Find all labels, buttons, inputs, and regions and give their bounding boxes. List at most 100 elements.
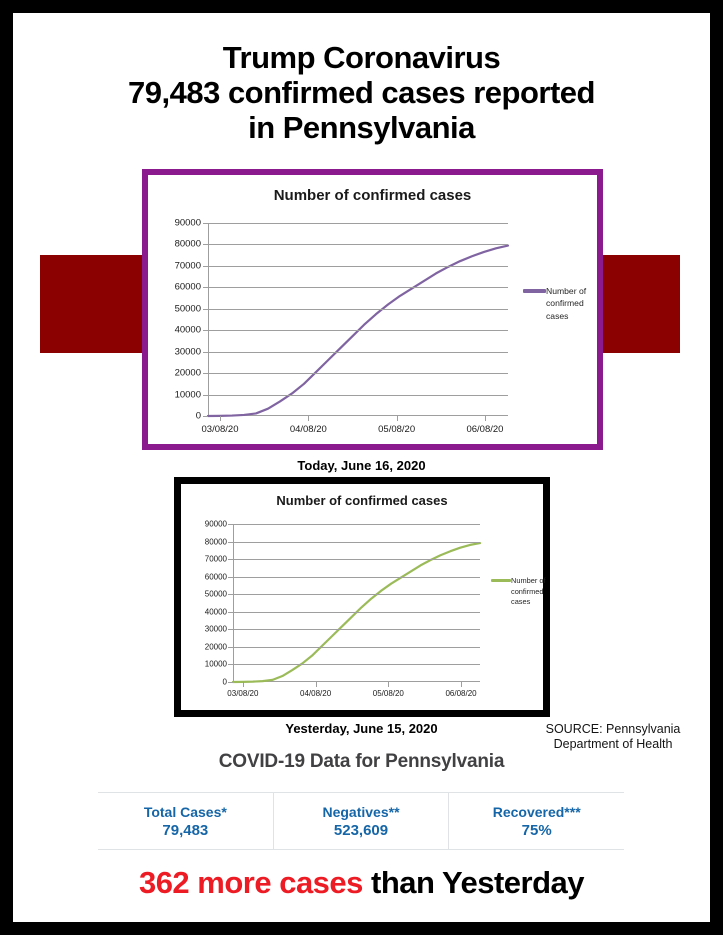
y-tick xyxy=(203,416,208,417)
yesterday-chart-legend: Number of confirmed cases xyxy=(491,576,561,608)
y-tick xyxy=(203,351,208,353)
source-note: SOURCE: Pennsylvania Department of Healt… xyxy=(523,722,703,752)
today-chart: Number of confirmed cases 0 10000 20000 300… xyxy=(148,175,597,444)
gridline xyxy=(233,594,480,596)
covid-data-table: Total Cases* 79,483 Negatives** 523,609 Reco… xyxy=(98,792,624,850)
x-tick-label: 06/08/20 xyxy=(445,689,477,698)
y-tick xyxy=(228,611,233,613)
footer-summary: 362 more cases than Yesterday xyxy=(13,865,710,901)
y-tick xyxy=(228,682,233,683)
gridline xyxy=(208,351,508,353)
x-tick xyxy=(461,682,463,687)
x-tick-label: 03/08/20 xyxy=(201,424,239,435)
yesterday-chart-series xyxy=(233,524,480,682)
y-tick xyxy=(203,244,208,246)
headline-line-3: in Pennsylvania xyxy=(248,110,475,145)
gridline xyxy=(208,223,508,224)
y-tick-label: 0 xyxy=(222,677,227,687)
y-tick-label: 30000 xyxy=(204,624,227,634)
x-tick xyxy=(396,416,398,421)
y-tick xyxy=(203,308,208,310)
y-tick-label: 50000 xyxy=(204,589,227,599)
data-cell: Negatives** 523,609 xyxy=(272,793,449,849)
y-tick-label: 80000 xyxy=(204,537,227,547)
data-cell: Total Cases* 79,483 xyxy=(98,793,273,849)
y-tick-label: 80000 xyxy=(174,238,201,250)
gridline xyxy=(208,265,508,267)
x-tick xyxy=(242,682,244,687)
yesterday-chart-plot: 0 10000 20000 30000 40000 50000 60000 70000 8000… xyxy=(205,520,480,698)
yesterday-chart-title: Number of confirmed cases xyxy=(276,493,448,508)
legend-swatch-icon xyxy=(491,579,511,582)
gridline xyxy=(208,330,508,332)
x-tick-label: 04/08/20 xyxy=(289,424,327,435)
x-tick-label: 03/08/20 xyxy=(227,689,259,698)
today-chart-series xyxy=(208,223,508,416)
x-tick xyxy=(484,416,486,421)
y-tick-label: 20000 xyxy=(204,642,227,652)
x-tick-label: 04/08/20 xyxy=(300,689,332,698)
gridline xyxy=(208,287,508,289)
x-tick xyxy=(308,416,310,421)
footer-rest: than Yesterday xyxy=(362,865,585,900)
data-cell-label: Recovered*** xyxy=(492,803,581,820)
gridline xyxy=(208,244,508,246)
today-chart-title: Number of confirmed cases xyxy=(273,187,472,204)
gridline xyxy=(233,559,480,561)
x-tick-label: 06/08/20 xyxy=(466,424,504,435)
x-tick xyxy=(315,682,317,687)
gridline xyxy=(233,664,480,666)
yesterday-chart: Number of confirmed cases 0 10000 20000 300… xyxy=(181,484,546,710)
data-cell-value: 75% xyxy=(521,821,552,839)
gridline xyxy=(233,541,480,543)
poster-frame: Trump Coronavirus 79,483 confirmed cases… xyxy=(13,13,710,922)
page-title: Trump Coronavirus 79,483 confirmed cases… xyxy=(13,40,710,145)
y-tick-label: 0 xyxy=(195,410,201,422)
y-tick-label: 90000 xyxy=(204,519,227,529)
gridline xyxy=(233,611,480,613)
y-tick xyxy=(228,541,233,543)
y-tick-label: 60000 xyxy=(204,572,227,582)
data-cell-value: 79,483 xyxy=(162,821,209,839)
y-tick-label: 20000 xyxy=(174,367,201,379)
y-tick xyxy=(228,594,233,596)
y-tick xyxy=(203,287,208,289)
gridline xyxy=(233,524,480,525)
yesterday-chart-container: Number of confirmed cases 0 10000 20000 300… xyxy=(174,477,550,717)
y-tick-label: 30000 xyxy=(174,346,201,358)
y-tick xyxy=(203,373,208,375)
y-tick xyxy=(228,646,233,648)
gridline xyxy=(233,646,480,648)
y-tick xyxy=(203,394,208,396)
y-tick-label: 70000 xyxy=(174,260,201,272)
x-axis xyxy=(233,681,480,682)
gridline xyxy=(208,394,508,396)
data-cell-label: Total Cases* xyxy=(143,803,227,820)
y-tick-label: 10000 xyxy=(174,389,201,401)
x-axis xyxy=(208,415,508,416)
x-tick-label: 05/08/20 xyxy=(378,424,416,435)
y-tick xyxy=(228,559,233,561)
y-tick-label: 50000 xyxy=(174,303,201,315)
y-tick-label: 10000 xyxy=(204,659,227,669)
data-cell-label: Negatives** xyxy=(322,803,400,820)
y-tick xyxy=(203,265,208,267)
legend-swatch-icon xyxy=(523,289,546,293)
today-chart-legend: Number of confirmed cases xyxy=(523,285,605,322)
data-section-heading: COVID-19 Data for Pennsylvania xyxy=(218,751,505,772)
x-tick-label: 05/08/20 xyxy=(372,689,404,698)
today-legend-label: Number of confirmed cases xyxy=(546,286,587,321)
headline-line-1: Trump Coronavirus xyxy=(222,40,501,75)
y-tick-label: 70000 xyxy=(204,554,227,564)
x-tick xyxy=(220,416,221,421)
y-tick-label: 90000 xyxy=(174,217,201,229)
today-caption: Today, June 16, 2020 xyxy=(297,458,426,473)
yesterday-caption: Yesterday, June 15, 2020 xyxy=(285,721,438,736)
y-tick xyxy=(203,330,208,332)
y-tick xyxy=(228,524,233,525)
data-cell: Recovered*** 75% xyxy=(448,793,624,849)
y-tick xyxy=(228,576,233,578)
data-cell-value: 523,609 xyxy=(333,821,389,839)
y-tick xyxy=(228,664,233,666)
source-line-1: SOURCE: Pennsylvania xyxy=(545,722,681,736)
